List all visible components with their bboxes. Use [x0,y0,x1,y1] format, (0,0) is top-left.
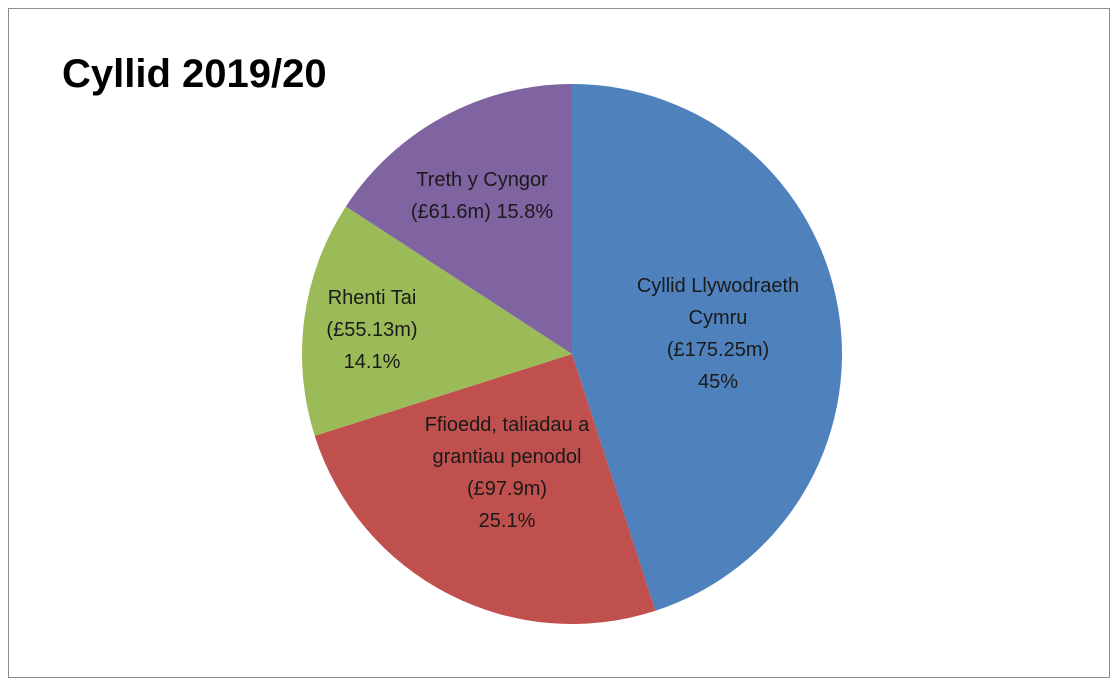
category-name: Ffioedd, taliadau a grantiau penodol [424,414,590,468]
category-name: Cyllid Llywodraeth Cymru [636,275,800,329]
pie-slice [301,206,572,436]
chart-title: Cyllid 2019/20 [62,52,327,96]
amount-label: (£175.25m) [666,339,770,361]
value-line: (£61.6m) 15.8% [395,196,570,228]
pie-slice [314,354,656,624]
percent-label: 45% [697,371,739,393]
amount-label: (£55.13m) [326,319,418,341]
percent-label: 15.8% [496,201,554,223]
slice-label: Rhenti Tai (£55.13m) 14.1% [312,282,432,378]
slice-label: Cyllid Llywodraeth Cymru (£175.25m) 45% [611,270,826,398]
percent-label: 25.1% [478,510,536,532]
chart-frame [8,8,1110,678]
slice-label: Treth y Cyngor (£61.6m) 15.8% [395,164,570,228]
category-name: Rhenti Tai [327,287,417,309]
category-name: Treth y Cyngor [416,169,548,191]
percent-label: 14.1% [343,351,401,373]
amount-label: (£97.9m) [466,478,548,500]
amount-label: (£61.6m) [410,201,491,223]
pie-slice [345,84,572,354]
pie-slice [572,84,843,611]
slice-label: Ffioedd, taliadau a grantiau penodol (£97… [405,409,610,537]
